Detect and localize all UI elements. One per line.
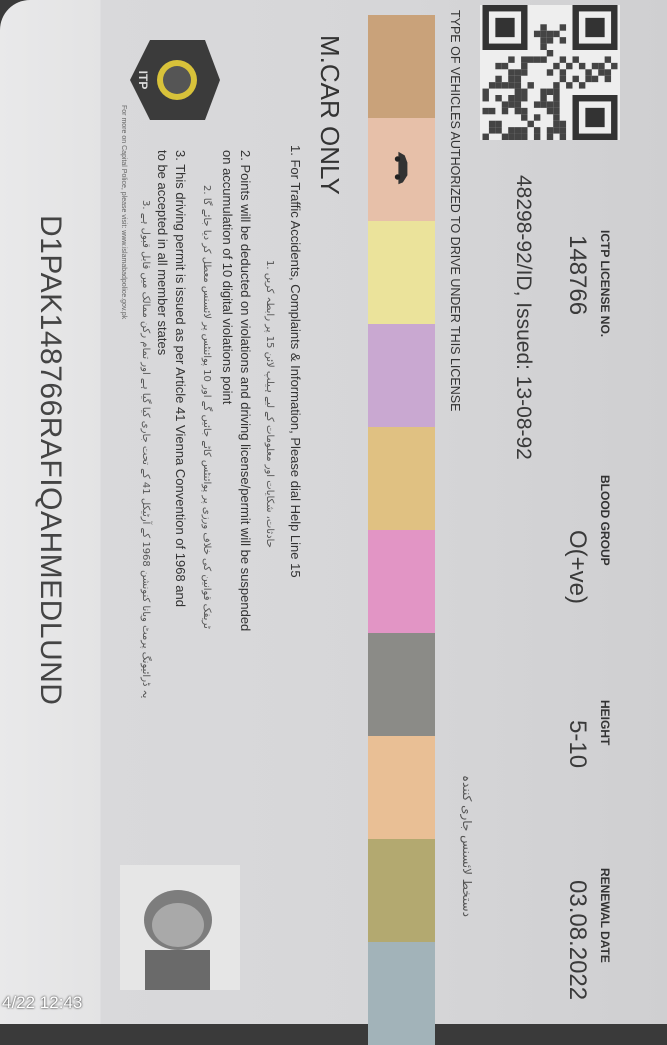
vehicle-color-bar	[368, 15, 435, 118]
instruction-2-urdu: 2. ٹریفک قوانین کی خلاف ورزی پر پوائنٹس …	[201, 185, 212, 629]
license-no-value: 148766	[564, 235, 591, 316]
license-no-label: ICTP LICENSE NO.	[598, 230, 612, 338]
instruction-3: 3. This driving permit is issued as per …	[173, 150, 188, 607]
height-value: 5-10	[564, 720, 591, 769]
vehicle-color-bar	[368, 633, 435, 736]
instruction-3b: to be accepted in all member states	[155, 150, 170, 356]
vehicle-color-bar	[368, 839, 435, 942]
blood-group-label: BLOOD GROUP	[598, 475, 612, 566]
renewal-date-label: RENEWAL DATE	[598, 868, 612, 963]
photo-timestamp: 4/22 12:43	[2, 993, 83, 1012]
card-background	[0, 0, 667, 1024]
qr-code	[480, 5, 620, 140]
machine-readable-code: D1PAK148766RAFIQAHMEDLUND	[34, 215, 67, 706]
vehicle-color-bar	[368, 942, 435, 1045]
height-label: HEIGHT	[598, 700, 612, 746]
vehicle-color-bar	[368, 324, 435, 427]
logo-text: ITP	[136, 71, 150, 90]
vehicle-class: M.CAR ONLY	[315, 35, 345, 195]
cnic-issued: 48298-92/ID, Issued: 13-08-92	[512, 175, 535, 460]
license-card: ICTP LICENSE NO. BLOOD GROUP HEIGHT RENE…	[34, 5, 620, 1045]
website-note: For more on Capital Police, please visit…	[120, 105, 127, 320]
vehicle-color-bar	[368, 118, 435, 221]
instruction-2: 2. Points will be deducted on violations…	[238, 150, 253, 632]
holder-photo	[120, 865, 240, 990]
vehicle-color-bar	[368, 530, 435, 633]
instruction-1-urdu: 1. حادثات، شکایات اور معلومات کے لیے ہیل…	[264, 260, 275, 548]
signature-urdu: دستخط لائسنس جاری کنندہ	[460, 775, 474, 917]
itp-logo: ITP	[125, 30, 225, 130]
instruction-3-urdu: 3. یہ ڈرائیونگ پرمٹ ویانا کنونشن 1968 کے…	[140, 200, 151, 699]
vehicle-color-bar	[368, 427, 435, 530]
renewal-date-value: 03.08.2022	[564, 880, 591, 1001]
blood-group-value: O(+ve)	[564, 530, 591, 605]
instruction-2b: on accumulation of 10 digital violations…	[220, 150, 235, 405]
vehicle-types-heading: TYPE OF VEHICLES AUTHORIZED TO DRIVE UND…	[448, 10, 462, 412]
vehicle-color-bar	[368, 736, 435, 839]
car-icon	[394, 151, 408, 185]
vehicle-color-bars	[368, 15, 435, 1045]
vehicle-color-bar	[368, 221, 435, 324]
instruction-1: 1. For Traffic Accidents, Complaints & I…	[288, 145, 303, 578]
